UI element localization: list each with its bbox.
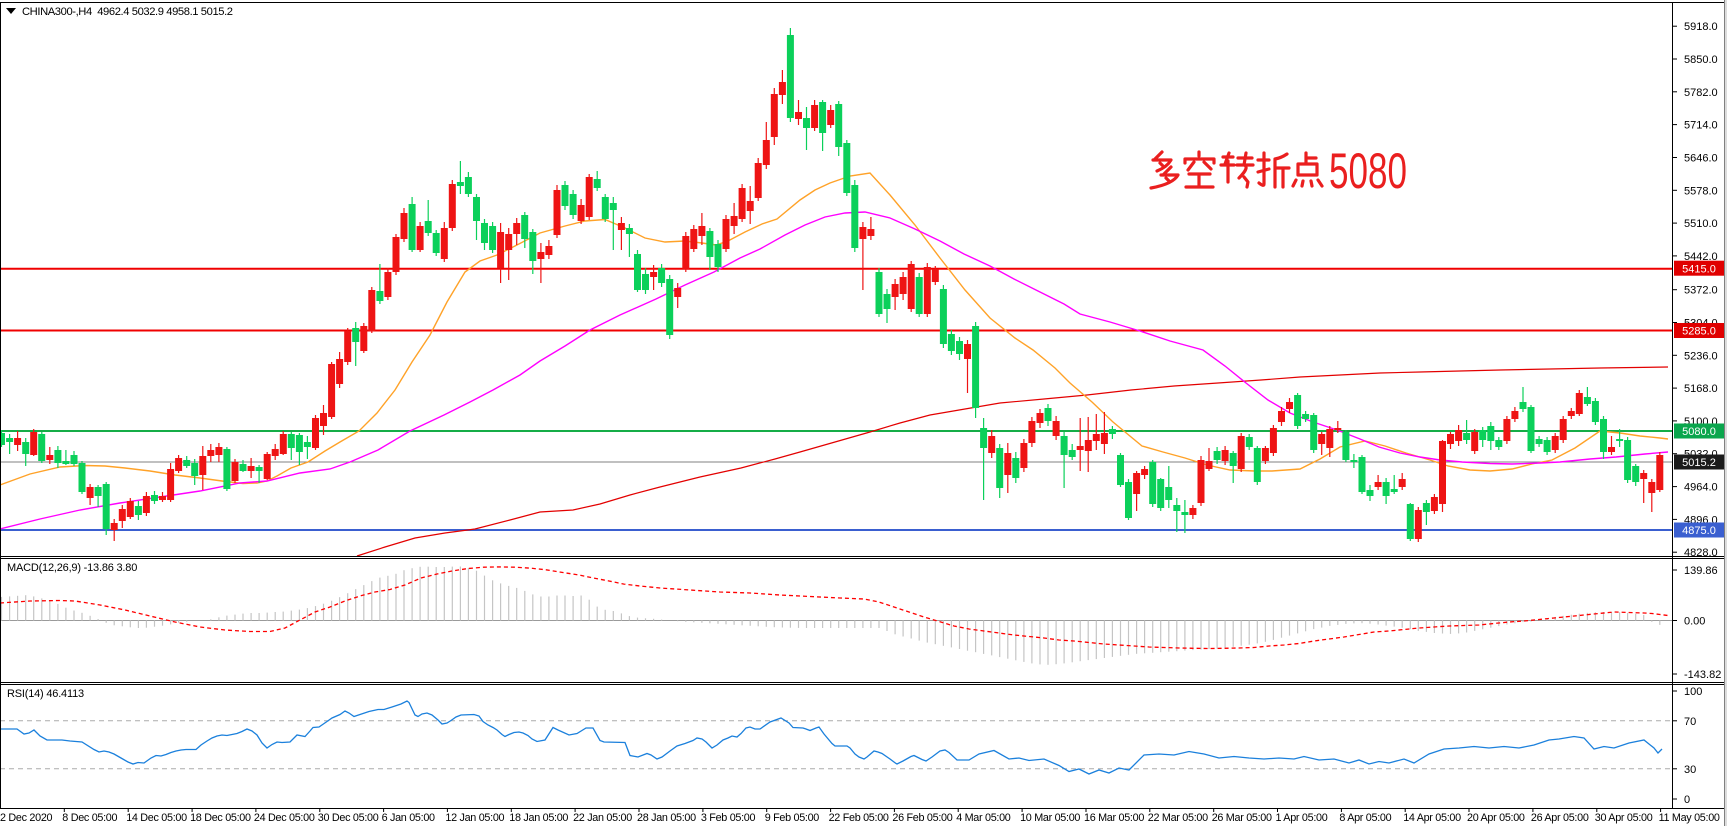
svg-text:4 Mar 05:00: 4 Mar 05:00	[956, 812, 1011, 824]
svg-text:CHINA300-,H4 4962.4 5032.9 49: CHINA300-,H4 4962.4 5032.9 4958.1 5015.2	[22, 6, 233, 18]
svg-text:5646.0: 5646.0	[1684, 153, 1718, 165]
svg-text:5080: 5080	[1329, 143, 1407, 199]
svg-text:3 Feb 05:00: 3 Feb 05:00	[701, 812, 756, 824]
svg-text:-143.82: -143.82	[1684, 669, 1721, 681]
svg-text:5714.0: 5714.0	[1684, 120, 1718, 132]
svg-text:30 Apr 05:00: 30 Apr 05:00	[1595, 812, 1653, 824]
svg-text:100: 100	[1684, 686, 1702, 698]
svg-text:70: 70	[1684, 716, 1696, 728]
svg-text:18 Jan 05:00: 18 Jan 05:00	[509, 812, 568, 824]
svg-text:139.86: 139.86	[1684, 565, 1718, 577]
svg-text:2 Dec 2020: 2 Dec 2020	[0, 812, 53, 824]
svg-text:30 Dec 05:00: 30 Dec 05:00	[318, 812, 379, 824]
svg-text:6 Jan 05:00: 6 Jan 05:00	[382, 812, 435, 824]
svg-text:5285.0: 5285.0	[1682, 326, 1716, 338]
svg-text:5015.2: 5015.2	[1682, 457, 1716, 469]
svg-text:26 Apr 05:00: 26 Apr 05:00	[1531, 812, 1589, 824]
svg-text:26 Mar 05:00: 26 Mar 05:00	[1212, 812, 1272, 824]
svg-text:12 Jan 05:00: 12 Jan 05:00	[445, 812, 504, 824]
svg-text:8 Apr 05:00: 8 Apr 05:00	[1339, 812, 1391, 824]
svg-text:5080.0: 5080.0	[1682, 426, 1716, 438]
svg-text:16 Mar 05:00: 16 Mar 05:00	[1084, 812, 1144, 824]
svg-text:28 Jan 05:00: 28 Jan 05:00	[637, 812, 696, 824]
svg-text:4828.0: 4828.0	[1684, 547, 1718, 559]
svg-text:4964.0: 4964.0	[1684, 482, 1718, 494]
svg-text:5782.0: 5782.0	[1684, 87, 1718, 99]
svg-text:26 Feb 05:00: 26 Feb 05:00	[892, 812, 952, 824]
svg-text:14 Dec 05:00: 14 Dec 05:00	[126, 812, 187, 824]
svg-text:8 Dec 05:00: 8 Dec 05:00	[62, 812, 117, 824]
svg-text:5578.0: 5578.0	[1684, 185, 1718, 197]
svg-text:0.00: 0.00	[1684, 616, 1705, 628]
svg-text:5415.0: 5415.0	[1682, 263, 1716, 275]
svg-text:11 May 05:00: 11 May 05:00	[1659, 812, 1720, 824]
svg-text:22 Jan 05:00: 22 Jan 05:00	[573, 812, 632, 824]
svg-text:RSI(14) 46.4113: RSI(14) 46.4113	[7, 688, 84, 700]
svg-text:20 Apr 05:00: 20 Apr 05:00	[1467, 812, 1525, 824]
svg-text:9 Feb 05:00: 9 Feb 05:00	[765, 812, 820, 824]
svg-text:5372.0: 5372.0	[1684, 285, 1718, 297]
svg-text:22 Feb 05:00: 22 Feb 05:00	[829, 812, 889, 824]
svg-text:18 Dec 05:00: 18 Dec 05:00	[190, 812, 251, 824]
svg-text:10 Mar 05:00: 10 Mar 05:00	[1020, 812, 1080, 824]
svg-text:4875.0: 4875.0	[1682, 525, 1716, 537]
svg-text:5168.0: 5168.0	[1684, 383, 1718, 395]
svg-text:1 Apr 05:00: 1 Apr 05:00	[1276, 812, 1328, 824]
svg-text:14 Apr 05:00: 14 Apr 05:00	[1403, 812, 1461, 824]
svg-text:0: 0	[1684, 794, 1690, 806]
svg-text:MACD(12,26,9) -13.86 3.80: MACD(12,26,9) -13.86 3.80	[7, 562, 137, 574]
svg-text:30: 30	[1684, 764, 1696, 776]
svg-text:24 Dec 05:00: 24 Dec 05:00	[254, 812, 315, 824]
svg-text:5850.0: 5850.0	[1684, 54, 1718, 66]
svg-text:5510.0: 5510.0	[1684, 218, 1718, 230]
svg-text:5442.0: 5442.0	[1684, 251, 1718, 263]
svg-text:22 Mar 05:00: 22 Mar 05:00	[1148, 812, 1208, 824]
svg-text:5236.0: 5236.0	[1684, 350, 1718, 362]
svg-text:5918.0: 5918.0	[1684, 21, 1718, 33]
